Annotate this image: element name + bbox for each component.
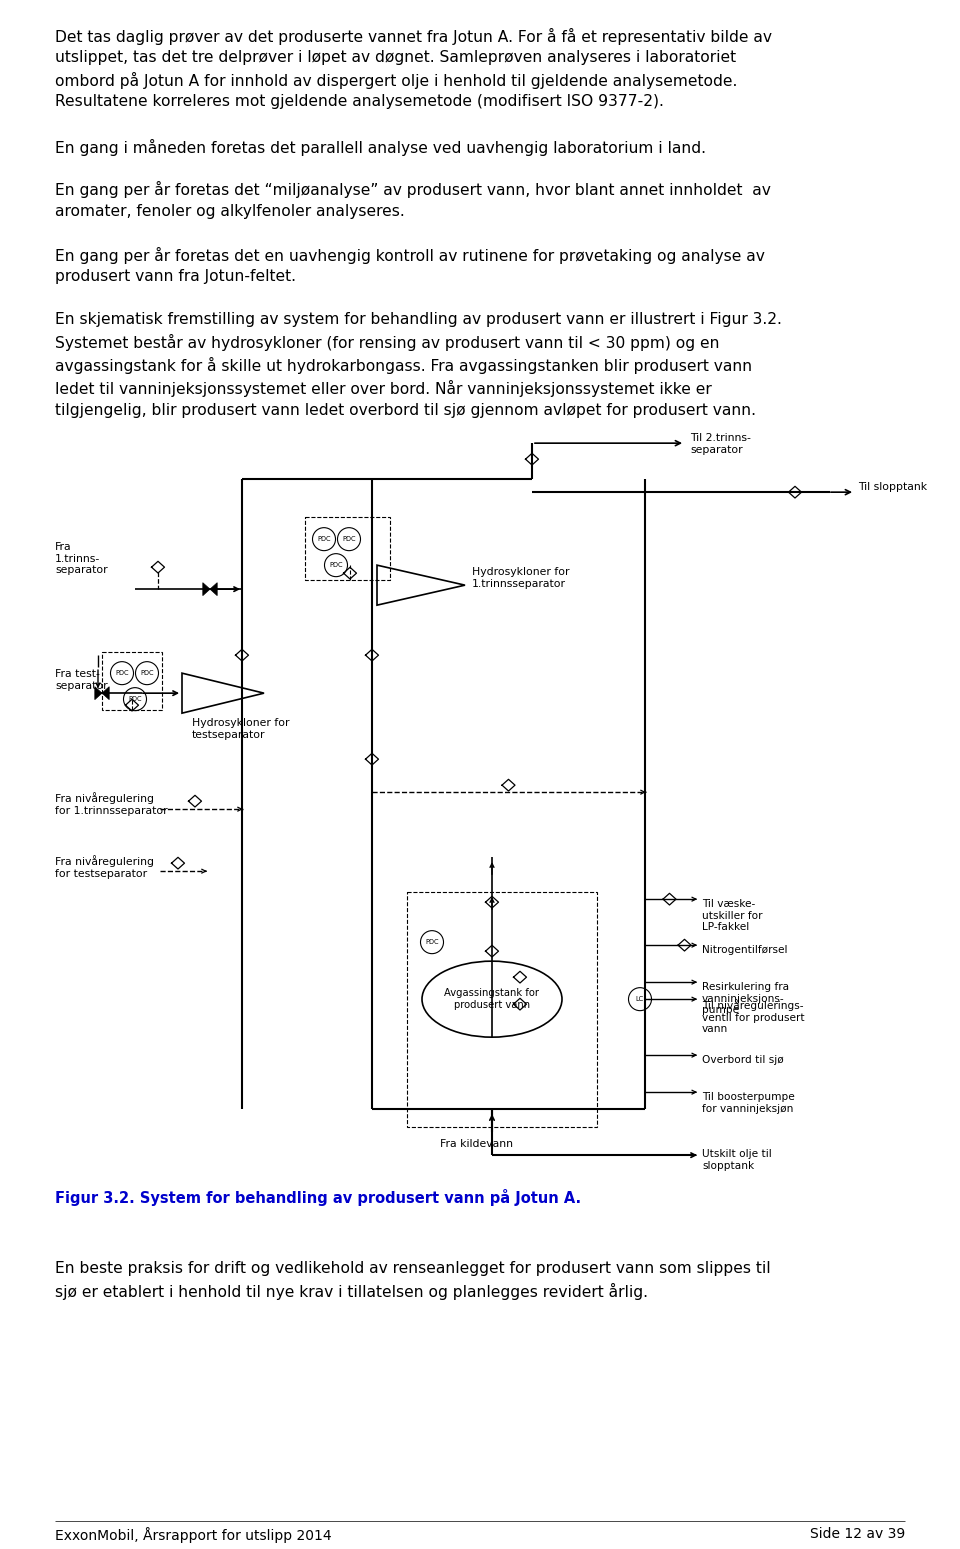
Ellipse shape [422, 962, 562, 1038]
Text: Utskilt olje til
slopptank: Utskilt olje til slopptank [702, 1149, 772, 1171]
Text: Fra kildevann: Fra kildevann [441, 1139, 514, 1149]
Bar [102, 652, 162, 709]
Text: Hydrosykloner for
testseparator: Hydrosykloner for testseparator [192, 719, 290, 740]
Text: LC: LC [636, 996, 644, 1002]
Text: En gang per år foretas det en uavhengig kontroll av rutinene for prøvetaking og : En gang per år foretas det en uavhengig … [55, 246, 765, 283]
Bar [305, 517, 390, 581]
Text: Side 12 av 39: Side 12 av 39 [809, 1527, 905, 1541]
Text: PDC: PDC [342, 536, 356, 542]
Circle shape [124, 688, 147, 711]
Circle shape [324, 553, 348, 576]
Text: Fra nivåregulering
for testseparator: Fra nivåregulering for testseparator [55, 855, 154, 878]
Bar [407, 892, 597, 1128]
Text: Nitrogentilførsel: Nitrogentilførsel [702, 945, 787, 956]
Polygon shape [210, 582, 217, 596]
Text: Figur 3.2. System for behandling av produsert vann på Jotun A.: Figur 3.2. System for behandling av prod… [55, 1190, 581, 1207]
Text: Resirkulering fra
vanninjeksjons-
pumpe: Resirkulering fra vanninjeksjons- pumpe [702, 982, 789, 1015]
Text: Det tas daglig prøver av det produserte vannet fra Jotun A. For å få et represen: Det tas daglig prøver av det produserte … [55, 28, 772, 108]
Text: PDC: PDC [329, 562, 343, 568]
Text: PDC: PDC [115, 671, 129, 677]
Circle shape [629, 988, 652, 1010]
Text: PDC: PDC [129, 696, 142, 702]
Circle shape [110, 661, 133, 685]
Text: PDC: PDC [140, 671, 154, 677]
Text: En skjematisk fremstilling av system for behandling av produsert vann er illustr: En skjematisk fremstilling av system for… [55, 313, 781, 418]
Text: Fra
1.trinns-
separator: Fra 1.trinns- separator [55, 542, 108, 575]
Text: Til væske-
utskiller for
LP-fakkel: Til væske- utskiller for LP-fakkel [702, 898, 762, 932]
Text: Til slopptank: Til slopptank [858, 482, 927, 493]
Text: Fra nivåregulering
for 1.trinnsseparator: Fra nivåregulering for 1.trinnsseparator [55, 792, 168, 816]
Polygon shape [203, 582, 210, 596]
Text: Overbord til sjø: Overbord til sjø [702, 1055, 783, 1066]
Circle shape [338, 528, 361, 550]
Text: En gang per år foretas det “miljøanalyse” av produsert vann, hvor blant annet in: En gang per år foretas det “miljøanalyse… [55, 181, 771, 218]
Circle shape [313, 528, 335, 550]
Polygon shape [102, 686, 109, 700]
Circle shape [135, 661, 158, 685]
Text: Til boosterpumpe
for vanninjeksjøn: Til boosterpumpe for vanninjeksjøn [702, 1092, 795, 1114]
Text: Til 2.trinns-
separator: Til 2.trinns- separator [690, 434, 751, 455]
Text: PDC: PDC [425, 939, 439, 945]
Circle shape [420, 931, 444, 954]
Text: ExxonMobil, Årsrapport for utslipp 2014: ExxonMobil, Årsrapport for utslipp 2014 [55, 1527, 331, 1543]
Polygon shape [95, 686, 102, 700]
Text: PDC: PDC [317, 536, 331, 542]
Text: Til nivåregulerings-
ventil for produsert
vann: Til nivåregulerings- ventil for produser… [702, 999, 804, 1035]
Text: Fra test-
separator: Fra test- separator [55, 669, 108, 691]
Text: En gang i måneden foretas det parallell analyse ved uavhengig laboratorium i lan: En gang i måneden foretas det parallell … [55, 138, 706, 155]
Text: Hydrosykloner for
1.trinnsseparator: Hydrosykloner for 1.trinnsseparator [472, 567, 569, 589]
Text: En beste praksis for drift og vedlikehold av renseanlegget for produsert vann so: En beste praksis for drift og vedlikehol… [55, 1261, 771, 1300]
Text: Avgassingstank for
produsert vann: Avgassingstank for produsert vann [444, 988, 540, 1010]
